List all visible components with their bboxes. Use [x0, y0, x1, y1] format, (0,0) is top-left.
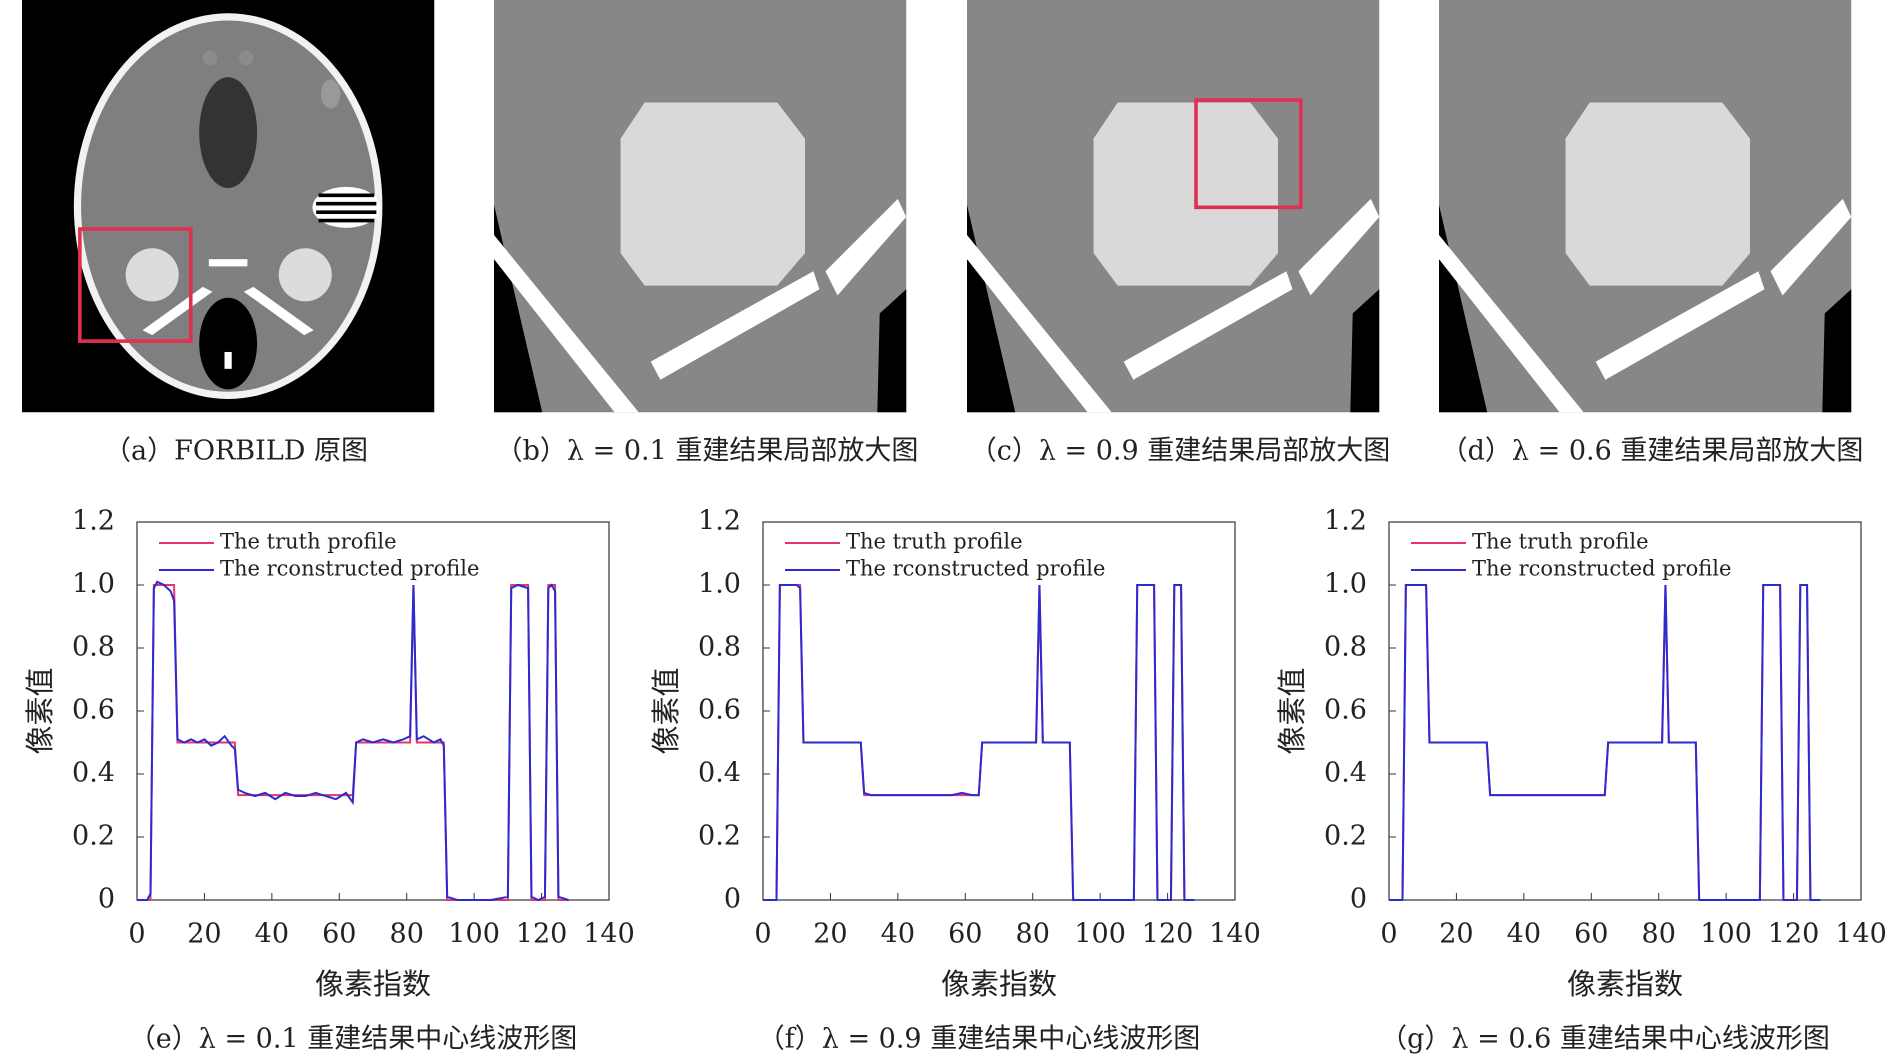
y-axis-label: 像素值	[1275, 667, 1309, 754]
y-tick-label: 0.2	[1324, 821, 1367, 852]
profile-line	[763, 584, 1195, 901]
x-tick-label: 20	[1439, 919, 1473, 950]
y-tick-label: 0	[724, 884, 741, 915]
y-tick-label: 0	[1350, 884, 1367, 915]
y-tick-label: 0.8	[1324, 632, 1367, 663]
x-tick-label: 40	[255, 919, 289, 950]
y-tick-label: 1.0	[72, 569, 115, 600]
y-tick-label: 0.4	[72, 758, 115, 789]
y-tick-label: 0.8	[72, 632, 115, 663]
y-tick-label: 1.2	[72, 506, 115, 537]
x-tick-label: 60	[322, 919, 356, 950]
y-tick-label: 1.2	[698, 506, 741, 537]
x-tick-label: 100	[1074, 919, 1126, 950]
x-tick-label: 140	[1209, 919, 1261, 950]
x-tick-label: 120	[1768, 919, 1820, 950]
y-tick-label: 0.6	[1324, 695, 1367, 726]
zoom-image	[1439, 0, 1852, 413]
legend-label: The truth profile	[846, 530, 1023, 554]
zoom-image	[967, 0, 1380, 413]
x-tick-label: 80	[390, 919, 424, 950]
panel-caption: （a）FORBILD 原图	[104, 436, 368, 467]
x-tick-label: 120	[516, 919, 568, 950]
legend-label: The truth profile	[220, 530, 397, 554]
x-tick-label: 0	[754, 919, 771, 950]
y-tick-label: 0.2	[72, 821, 115, 852]
x-tick-label: 0	[1380, 919, 1397, 950]
phantom-image	[22, 0, 435, 413]
y-tick-label: 0.4	[698, 758, 741, 789]
x-tick-label: 120	[1142, 919, 1194, 950]
chart-caption: （g）λ = 0.6 重建结果中心线波形图	[1380, 1024, 1830, 1055]
y-tick-label: 0	[98, 884, 115, 915]
x-tick-label: 140	[1835, 919, 1887, 950]
x-axis-label: 像素指数	[1567, 967, 1683, 1001]
x-tick-label: 60	[948, 919, 982, 950]
y-tick-label: 1.2	[1324, 506, 1367, 537]
y-tick-label: 0.4	[1324, 758, 1367, 789]
panel-caption: （d）λ = 0.6 重建结果局部放大图	[1441, 436, 1864, 467]
zoom-image	[494, 0, 907, 413]
y-tick-label: 1.0	[698, 569, 741, 600]
y-tick-label: 0.8	[698, 632, 741, 663]
y-tick-label: 0.2	[698, 821, 741, 852]
x-tick-label: 100	[1700, 919, 1752, 950]
legend-label: The truth profile	[1472, 530, 1649, 554]
y-axis-label: 像素值	[23, 667, 57, 754]
x-tick-label: 80	[1642, 919, 1676, 950]
profile-line	[1389, 584, 1821, 901]
x-tick-label: 40	[1507, 919, 1541, 950]
x-tick-label: 80	[1016, 919, 1050, 950]
x-axis-label: 像素指数	[315, 967, 431, 1001]
panel-caption: （c）λ = 0.9 重建结果局部放大图	[970, 436, 1391, 467]
x-tick-label: 0	[128, 919, 145, 950]
x-tick-label: 100	[448, 919, 500, 950]
y-tick-label: 1.0	[1324, 569, 1367, 600]
panel-caption: （b）λ = 0.1 重建结果局部放大图	[496, 436, 919, 467]
legend-label: The rconstructed profile	[1472, 557, 1731, 581]
profile-line	[137, 584, 569, 901]
x-tick-label: 60	[1574, 919, 1608, 950]
legend-label: The rconstructed profile	[220, 557, 479, 581]
x-tick-label: 40	[881, 919, 915, 950]
x-tick-label: 20	[813, 919, 847, 950]
y-tick-label: 0.6	[72, 695, 115, 726]
chart-caption: （e）λ = 0.1 重建结果中心线波形图	[129, 1024, 577, 1055]
chart-caption: （f）λ = 0.9 重建结果中心线波形图	[758, 1024, 1200, 1055]
x-axis-label: 像素指数	[941, 967, 1057, 1001]
y-tick-label: 0.6	[698, 695, 741, 726]
y-axis-label: 像素值	[649, 667, 683, 754]
x-tick-label: 20	[187, 919, 221, 950]
x-tick-label: 140	[583, 919, 635, 950]
profile-line	[137, 580, 569, 902]
legend-label: The rconstructed profile	[846, 557, 1105, 581]
